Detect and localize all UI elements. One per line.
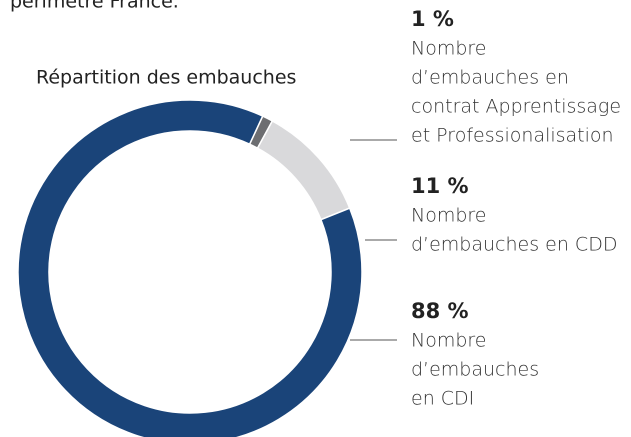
- label-line: d’embauches en: [411, 67, 569, 89]
- note: périmètre France.: [10, 0, 179, 13]
- label-line: d’embauches en CDD: [411, 234, 617, 256]
- donut-segment: [17, 99, 363, 437]
- chart-title: Répartition des embauches: [36, 67, 296, 89]
- label-line: d’embauches: [411, 359, 539, 381]
- label-line: et Professionalisation: [411, 125, 614, 147]
- label-line: Nombre: [411, 205, 487, 227]
- label-line: contrat Apprentissage: [411, 96, 621, 118]
- label-line: Nombre: [411, 330, 487, 352]
- donut-segment: [256, 119, 351, 221]
- label-line: en CDI: [411, 388, 474, 410]
- value-label: 11 %: [411, 174, 469, 198]
- value-label: 88 %: [411, 299, 469, 323]
- value-label: 1 %: [411, 7, 454, 31]
- label-line: Nombre: [411, 38, 487, 60]
